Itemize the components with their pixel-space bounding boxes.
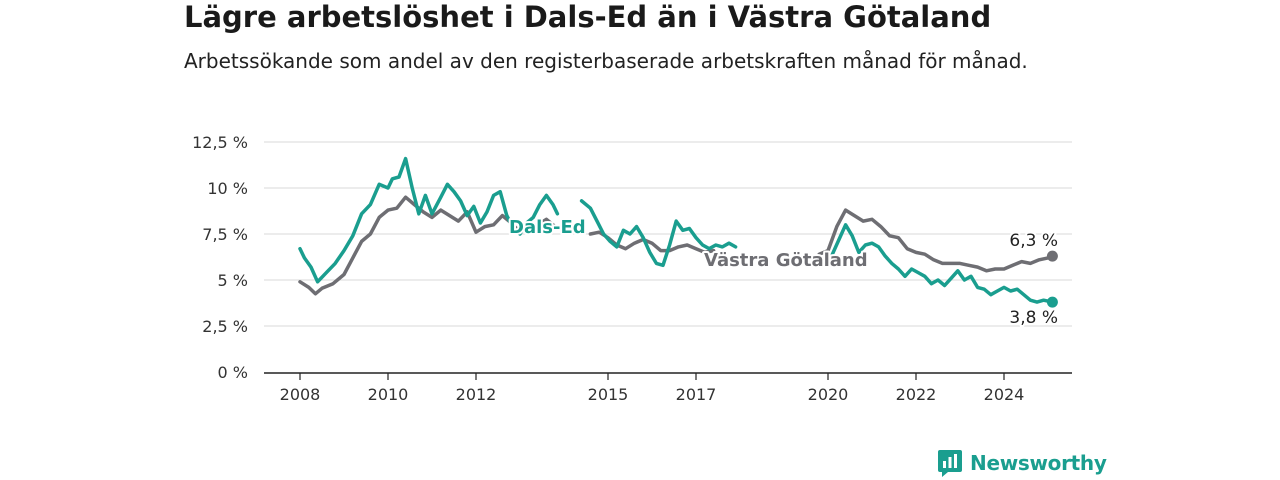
series-line xyxy=(298,156,560,284)
y-tick-label: 5 % xyxy=(218,271,248,290)
y-tick-label: 2,5 % xyxy=(202,317,248,336)
y-tick-label: 7,5 % xyxy=(202,225,248,244)
x-tick-label: 2022 xyxy=(896,385,937,404)
end-value-dals-ed: 3,8 % xyxy=(1009,308,1058,328)
y-tick-label: 0 % xyxy=(218,363,248,382)
series-line xyxy=(830,223,1055,304)
x-tick-label: 2017 xyxy=(676,385,717,404)
x-tick-label: 2008 xyxy=(280,385,321,404)
x-axis-ticks: 2008 2010 2012 2015 2017 2020 2022 2024 xyxy=(280,373,1025,404)
end-value-dals-ed: 3,8 % xyxy=(1009,308,1058,328)
chart-subtitle: Arbetssökande som andel av den registerb… xyxy=(184,49,1028,73)
y-tick-label: 10 % xyxy=(207,179,248,198)
newsworthy-logo: Newsworthy xyxy=(937,449,1107,477)
series-name-vastra-gotaland: Västra Götaland xyxy=(704,250,868,271)
series-line xyxy=(298,195,557,296)
series-name-dals-ed: Dals-Ed xyxy=(509,217,586,238)
brand-name: Newsworthy xyxy=(970,451,1107,475)
x-tick-label: 2012 xyxy=(456,385,497,404)
series-lines xyxy=(298,156,1058,308)
series-line xyxy=(579,199,738,268)
end-value-vastra-gotaland: 6,3 % xyxy=(1009,231,1058,251)
grid-lines xyxy=(264,141,1072,327)
x-tick-label: 2010 xyxy=(368,385,409,404)
y-axis-ticks: 0 % 2,5 % 5 % 7,5 % 10 % 12,5 % xyxy=(192,133,248,382)
x-tick-label: 2024 xyxy=(984,385,1025,404)
series-name-vastra-gotaland: Västra Götaland xyxy=(704,250,868,271)
end-value-vastra-gotaland: 6,3 % xyxy=(1009,231,1058,251)
series-end-point xyxy=(1046,250,1058,262)
y-tick-label: 12,5 % xyxy=(192,133,248,152)
series-line xyxy=(817,208,1055,273)
x-tick-label: 2020 xyxy=(808,385,849,404)
chart-title: Lägre arbetslöshet i Dals-Ed än i Västra… xyxy=(184,0,992,34)
series-name-dals-ed: Dals-Ed xyxy=(509,217,586,238)
bar-chart-icon xyxy=(938,450,962,477)
series-end-point xyxy=(1046,296,1058,308)
x-tick-label: 2015 xyxy=(588,385,629,404)
